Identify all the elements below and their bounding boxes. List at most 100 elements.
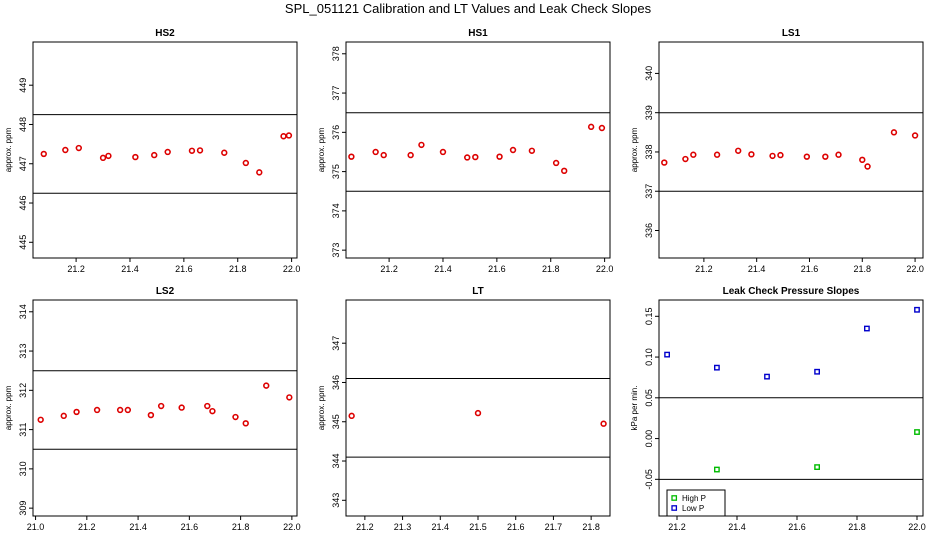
data-point [764, 373, 770, 380]
data-point [464, 154, 471, 161]
data-point [439, 148, 447, 156]
x-tick-label: 21.8 [582, 522, 600, 532]
x-tick-label: 22.0 [283, 264, 301, 274]
data-point [348, 412, 355, 420]
y-axis-label: approx. ppm [317, 385, 326, 430]
y-tick-label: 309 [18, 501, 28, 516]
data-point [496, 153, 503, 160]
y-tick-label: 340 [644, 66, 654, 81]
data-point [105, 152, 112, 160]
x-tick-label: 21.2 [380, 264, 398, 274]
data-point [285, 132, 293, 139]
data-point [713, 151, 721, 158]
x-tick-label: 21.2 [695, 264, 713, 274]
y-tick-label: 0.05 [644, 389, 654, 407]
panel-1: HS2 21.2 21.4 21.6 21.8 22.0 445 446 447 448 449 ap… [4, 28, 300, 274]
data-point [286, 394, 293, 401]
legend-box [666, 489, 726, 517]
x-tick-label: 21.4 [728, 522, 746, 532]
y-tick-label: 373 [331, 243, 341, 258]
x-tick-label: 21.2 [668, 522, 686, 532]
data-point [221, 149, 228, 156]
data-point [75, 144, 82, 152]
data-point [209, 407, 216, 415]
x-tick-label: 21.6 [181, 522, 199, 532]
x-tick-label: 22.0 [283, 522, 301, 532]
data-point [196, 147, 204, 154]
y-axis-label: kPa per min. [630, 386, 639, 431]
panel-title: LT [472, 286, 483, 297]
y-tick-label: 343 [331, 493, 341, 508]
data-point [587, 123, 595, 131]
panel-title: Leak Check Pressure Slopes [723, 286, 860, 297]
panel-5: LT 21.2 21.3 21.4 21.5 21.6 21.7 21.8 343 344 345 3… [317, 286, 611, 532]
panel-title: LS2 [156, 286, 175, 297]
y-tick-label: 312 [18, 383, 28, 398]
x-tick-label: 22.0 [908, 522, 926, 532]
data-point [748, 151, 755, 158]
data-point [714, 364, 720, 371]
panel-title: HS2 [155, 28, 175, 39]
x-tick-label: 21.2 [356, 522, 374, 532]
y-tick-label: 0.00 [644, 430, 654, 448]
y-tick-label: 338 [644, 144, 654, 159]
data-point [814, 368, 821, 375]
data-point [372, 148, 379, 156]
y-tick-label: 346 [331, 375, 341, 390]
y-tick-label: 311 [18, 422, 28, 436]
data-point [188, 147, 196, 154]
plot-frame [345, 299, 611, 517]
data-point [914, 306, 920, 313]
y-tick-label: 0.10 [644, 348, 654, 366]
y-tick-label: 339 [644, 105, 654, 120]
data-point [598, 124, 606, 132]
data-point [256, 169, 263, 176]
y-tick-label: 310 [18, 461, 28, 476]
y-tick-label: 314 [18, 304, 28, 319]
data-point [62, 146, 69, 154]
data-point [714, 466, 720, 473]
data-point [890, 129, 898, 136]
x-tick-label: 21.6 [788, 522, 806, 532]
y-axis-label: approx. ppm [630, 127, 639, 172]
panel-title: HS1 [468, 28, 488, 39]
data-point [914, 429, 920, 435]
data-point [682, 155, 689, 163]
y-tick-label: 446 [18, 196, 28, 211]
y-axis-label: approx. ppm [4, 385, 13, 430]
data-point [263, 382, 270, 389]
panel-2: HS1 21.2 21.4 21.6 21.8 22.0 373 374 375 376 377 37… [317, 28, 613, 274]
data-point [777, 151, 784, 159]
y-tick-label: 445 [18, 235, 28, 250]
data-point [835, 151, 842, 158]
x-tick-label: 21.6 [488, 264, 506, 274]
x-tick-label: 21.4 [434, 264, 452, 274]
legend-marker [671, 495, 678, 501]
data-point [690, 151, 697, 158]
data-point [37, 416, 44, 423]
x-tick-label: 21.2 [67, 264, 85, 274]
data-point [204, 402, 211, 410]
panel-title: LS1 [782, 28, 801, 39]
x-tick-label: 21.4 [121, 264, 139, 274]
y-tick-label: 449 [18, 78, 28, 93]
x-tick-label: 21.6 [801, 264, 819, 274]
y-tick-label: 345 [331, 414, 341, 429]
data-point [561, 167, 568, 175]
legend-label: Low P [682, 504, 704, 513]
data-point [552, 159, 560, 167]
x-tick-label: 21.8 [854, 264, 872, 274]
y-tick-label: 344 [331, 454, 341, 469]
data-point [664, 351, 671, 358]
data-point [99, 154, 107, 162]
panel-6: Leak Check Pressure Slopes 21.2 21.4 21.6 21… [630, 286, 926, 532]
figure-title: SPL_051121 Calibration and LT Values and… [284, 1, 652, 16]
data-point [348, 153, 355, 160]
y-tick-label: 377 [331, 86, 341, 101]
data-point [164, 148, 171, 156]
legend-label: High P [682, 494, 706, 503]
plot-frame [658, 41, 924, 259]
y-tick-label: 378 [331, 46, 341, 61]
data-point [132, 153, 139, 161]
x-tick-label: 21.8 [232, 522, 250, 532]
